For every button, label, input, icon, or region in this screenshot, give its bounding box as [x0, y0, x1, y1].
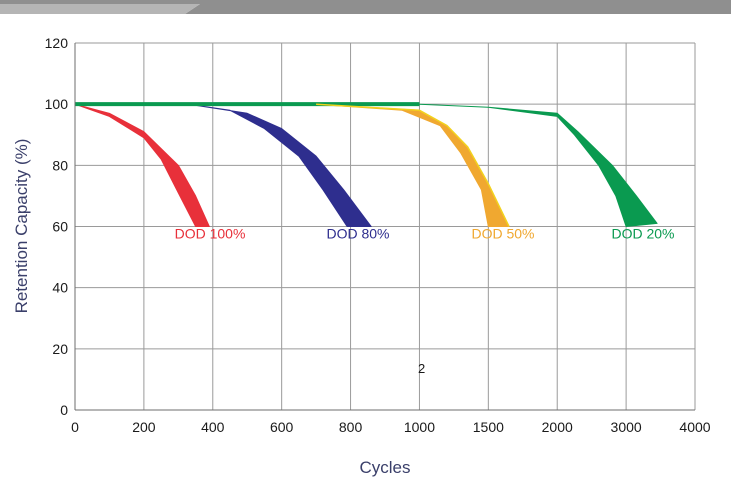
y-tick-label: 80: [52, 157, 68, 173]
series-label: DOD 20%: [611, 226, 674, 242]
y-tick-label: 40: [52, 280, 68, 296]
series-label: DOD 100%: [175, 226, 246, 242]
series-band: [418, 103, 658, 227]
series-band: [188, 103, 372, 227]
series-labels: DOD 100% DOD 80% DOD 50% DOD 20%: [175, 226, 675, 242]
stray-annotation: 2: [418, 361, 425, 376]
x-tick-label: 2000: [542, 419, 573, 435]
x-tick-label: 3000: [611, 419, 642, 435]
y-tick-label: 100: [45, 96, 69, 112]
y-tick-label: 0: [60, 402, 68, 418]
y-tick-label: 60: [52, 219, 68, 235]
y-tick-label: 120: [45, 35, 69, 51]
x-tick-label: 800: [339, 419, 363, 435]
x-tick-label: 4000: [679, 419, 710, 435]
y-axis-title: Retention Capacity (%): [12, 139, 31, 314]
x-tick-label: 200: [132, 419, 156, 435]
x-tick-label: 400: [201, 419, 225, 435]
series-label: DOD 50%: [471, 226, 534, 242]
series-label: DOD 80%: [326, 226, 389, 242]
x-axis-title: Cycles: [359, 458, 410, 477]
y-tick-label: 20: [52, 341, 68, 357]
series-layer: [74, 102, 658, 227]
x-tick-label: 0: [71, 419, 79, 435]
series-band: [74, 103, 210, 227]
series-outline: [316, 103, 510, 227]
x-tick-label: 600: [270, 419, 294, 435]
chart-axes: 0 20 40 60 80 100 120 0 200 400 600 800 1000 1500 2000…: [45, 35, 711, 435]
chart-grid: [74, 42, 696, 410]
header-bar: [0, 0, 731, 14]
x-tick-label: 1500: [473, 419, 504, 435]
x-tick-label: 1000: [404, 419, 435, 435]
